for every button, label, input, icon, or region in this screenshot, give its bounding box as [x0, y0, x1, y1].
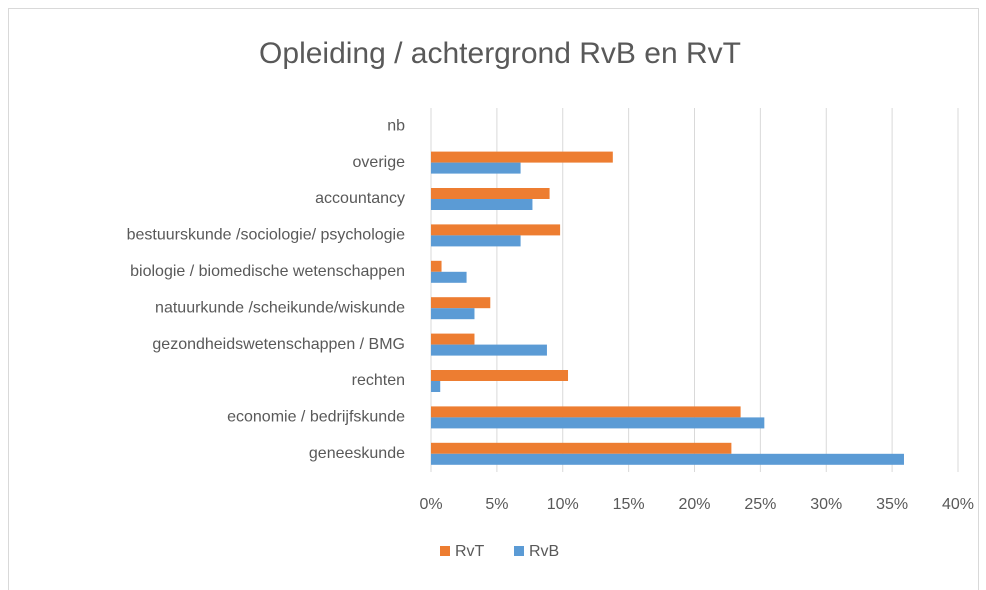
- y-tick-label: bestuurskunde /sociologie/ psychologie: [127, 227, 406, 244]
- y-tick-label: nb: [387, 117, 405, 134]
- bar: [431, 271, 467, 283]
- bar: [431, 199, 533, 210]
- bar: [431, 260, 442, 272]
- x-tick-label: 5%: [485, 496, 508, 513]
- chart-border: [8, 8, 979, 590]
- bar: [431, 162, 521, 174]
- y-tick-label: rechten: [352, 372, 405, 389]
- bar: [431, 297, 491, 309]
- y-tick-label: gezondheidswetenschappen / BMG: [152, 336, 405, 353]
- bar: [431, 344, 547, 356]
- bar: [431, 406, 741, 418]
- legend-swatch: [440, 546, 450, 556]
- x-tick-label: 20%: [678, 496, 710, 513]
- x-tick-label: 10%: [547, 496, 579, 513]
- y-tick-label: geneeskunde: [309, 445, 405, 462]
- bar: [431, 188, 550, 199]
- bar: [431, 235, 521, 247]
- y-tick-label: accountancy: [315, 190, 405, 207]
- bar: [431, 151, 613, 163]
- bar: [431, 453, 904, 465]
- bar: [431, 442, 732, 454]
- x-tick-label: 35%: [876, 496, 908, 513]
- legend-label: RvB: [529, 543, 559, 560]
- x-tick-label: 0%: [419, 496, 442, 513]
- bar: [431, 308, 475, 320]
- legend-swatch: [514, 546, 524, 556]
- y-tick-label: biologie / biomedische wetenschappen: [130, 263, 405, 280]
- bar: [431, 224, 561, 236]
- legend-label: RvT: [455, 543, 485, 560]
- y-tick-label: natuurkunde /scheikunde/wiskunde: [155, 299, 405, 316]
- bar: [431, 417, 765, 429]
- bar: [431, 370, 569, 381]
- x-tick-label: 25%: [744, 496, 776, 513]
- x-tick-label: 30%: [810, 496, 842, 513]
- bar: [431, 333, 475, 345]
- x-tick-label: 15%: [613, 496, 645, 513]
- bar: [431, 381, 441, 392]
- x-tick-label: 40%: [942, 496, 974, 513]
- y-tick-label: overige: [353, 154, 406, 171]
- chart-title: Opleiding / achtergrond RvB en RvT: [259, 37, 741, 70]
- y-tick-label: economie / bedrijfskunde: [227, 409, 405, 426]
